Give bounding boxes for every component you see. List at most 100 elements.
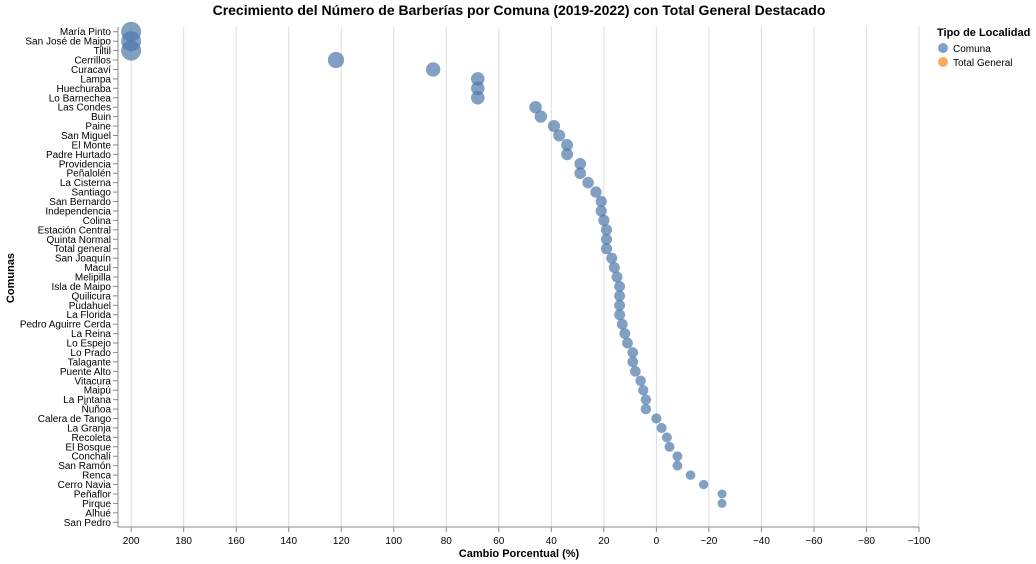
data-point (685, 470, 696, 480)
y-tick-label: Huechuraba (57, 84, 112, 95)
y-tick-label: Pirque (82, 499, 111, 510)
data-point (627, 356, 639, 368)
data-point (534, 110, 548, 123)
y-tick-label: La Cisterna (60, 178, 112, 189)
y-tick-label: Lo Prado (70, 348, 111, 359)
y-tick-label: Las Condes (58, 103, 111, 114)
y-tick-label: San José de Maipo (25, 37, 111, 48)
y-tick-label: Macul (84, 263, 111, 274)
axis-layer: 200 180 160 140 120 100 80 60 40 20 0 −20 −40 −60 −80−… (20, 27, 931, 547)
data-point (640, 394, 652, 405)
y-tick-label: La Florida (67, 310, 112, 321)
data-point (600, 243, 613, 255)
y-tick-label: Maipú (84, 386, 111, 397)
data-point (622, 337, 633, 349)
data-point (547, 119, 561, 133)
y-tick-label: Ñuñoa (82, 403, 112, 416)
y-tick-label: San Ramón (58, 461, 111, 472)
y-tick-label: Quinta Normal (47, 235, 111, 246)
data-point (635, 375, 646, 387)
legend-title: Tipo de Localidad (937, 27, 1030, 39)
data-point (574, 167, 587, 180)
x-tick-label: 120 (333, 536, 350, 547)
y-tick-label: Colina (83, 216, 112, 227)
legend-swatch-total-general (938, 57, 948, 67)
y-tick-label: Renca (82, 471, 111, 482)
x-tick-label: −80 (858, 536, 875, 547)
x-tick-label: 180 (175, 536, 192, 547)
y-tick-label: Lampa (80, 74, 111, 85)
data-point (630, 366, 641, 377)
x-tick-label: 80 (441, 536, 453, 547)
y-tick-label: Cerro Navia (58, 480, 112, 491)
x-tick-label: 40 (546, 536, 558, 547)
data-point (651, 413, 662, 424)
y-tick-label: Buin (91, 112, 111, 123)
point-layer (121, 21, 727, 508)
y-tick-label: Vitacura (74, 376, 111, 387)
y-tick-label: La Reina (71, 329, 111, 340)
y-tick-label: San Bernardo (49, 197, 111, 208)
data-point (590, 186, 602, 198)
data-point (614, 309, 626, 321)
data-point (664, 441, 675, 452)
data-point (574, 157, 587, 170)
data-point (561, 148, 574, 161)
y-tick-label: Pedro Aguirre Cerda (20, 320, 112, 331)
data-point (616, 318, 628, 330)
data-point (619, 328, 631, 340)
y-tick-label: Providencia (59, 159, 112, 170)
y-tick-label: Peñaflor (74, 489, 112, 500)
y-tick-label: El Bosque (65, 442, 111, 453)
y-tick-label: Peñalolén (67, 169, 111, 180)
data-point (638, 384, 649, 396)
data-point (121, 40, 142, 61)
y-tick-label: Curacaví (71, 65, 111, 76)
y-tick-label: Lo Barnechea (49, 93, 112, 104)
y-tick-label: Isla de Maipo (52, 282, 112, 293)
data-point (672, 460, 683, 471)
data-point (611, 271, 623, 283)
x-tick-label: −40 (753, 536, 770, 547)
legend: Tipo de Localidad Comuna Total General (937, 27, 1030, 69)
y-tick-label: San Pedro (64, 518, 112, 529)
y-tick-label: Conchalí (72, 452, 112, 463)
y-tick-label: Padre Hurtado (46, 150, 111, 161)
data-point (608, 262, 620, 274)
y-tick-label: Calera de Tango (38, 414, 112, 425)
y-tick-label: Quilicura (72, 291, 112, 302)
y-tick-label: La Pintana (63, 395, 111, 406)
data-point (582, 176, 594, 189)
grid-layer (130, 27, 920, 527)
data-point (561, 138, 574, 151)
x-tick-label: 100 (385, 536, 402, 547)
y-tick-label: El Monte (72, 140, 112, 151)
y-tick-label: Alhué (85, 508, 111, 519)
data-point (600, 233, 613, 245)
y-tick-label: Puente Alto (60, 367, 112, 378)
data-point (600, 224, 613, 236)
y-tick-label: Talagante (68, 357, 112, 368)
data-point (529, 100, 542, 114)
data-point (614, 299, 626, 311)
data-point (614, 290, 626, 302)
y-tick-label: Tiltil (94, 46, 111, 57)
chart-title: Crecimiento del Número de Barberías por … (213, 2, 826, 18)
x-axis-title: Cambio Porcentual (%) (459, 548, 580, 560)
y-tick-label: Santiago (72, 188, 112, 199)
y-tick-label: San Joaquín (55, 254, 111, 265)
x-tick-label: 140 (280, 536, 297, 547)
data-point (627, 347, 639, 358)
y-tick-label: Melipilla (75, 273, 112, 284)
data-point (425, 62, 441, 77)
y-tick-label: Paine (85, 122, 111, 133)
data-point (471, 90, 485, 105)
y-tick-label: Total general (54, 244, 111, 255)
data-point (471, 81, 485, 96)
data-point (614, 280, 626, 292)
y-tick-label: Recoleta (72, 433, 112, 444)
y-tick-label: Lo Espejo (67, 339, 112, 350)
data-point (717, 498, 727, 508)
data-point (640, 403, 652, 415)
